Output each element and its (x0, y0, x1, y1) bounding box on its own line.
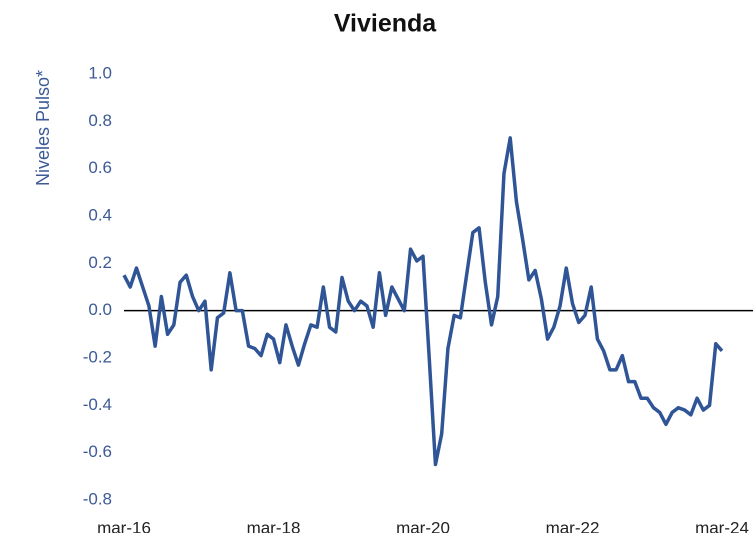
data-line (122, 136, 724, 467)
x-tick-label: mar-24 (695, 518, 749, 533)
y-tick-label: 0.6 (88, 158, 112, 177)
y-tick-label: 0.4 (88, 205, 112, 224)
x-tick-label: mar-16 (97, 518, 151, 533)
y-axis-label: Niveles Pulso* (33, 70, 53, 186)
x-tick-label: mar-22 (546, 518, 600, 533)
y-tick-label: 1.0 (88, 63, 112, 82)
x-tick-label: mar-18 (247, 518, 301, 533)
y-tick-label: -0.8 (83, 489, 112, 508)
y-tick-label: -0.6 (83, 442, 112, 461)
y-tick-label: 0.2 (88, 253, 112, 272)
chart-title: Vivienda (334, 10, 437, 38)
y-tick-label: -0.2 (83, 347, 112, 366)
x-tick-label: mar-20 (396, 518, 450, 533)
y-tick-label: -0.4 (83, 395, 112, 414)
y-tick-label: 0.8 (88, 111, 112, 130)
y-tick-label: 0.0 (88, 300, 112, 319)
